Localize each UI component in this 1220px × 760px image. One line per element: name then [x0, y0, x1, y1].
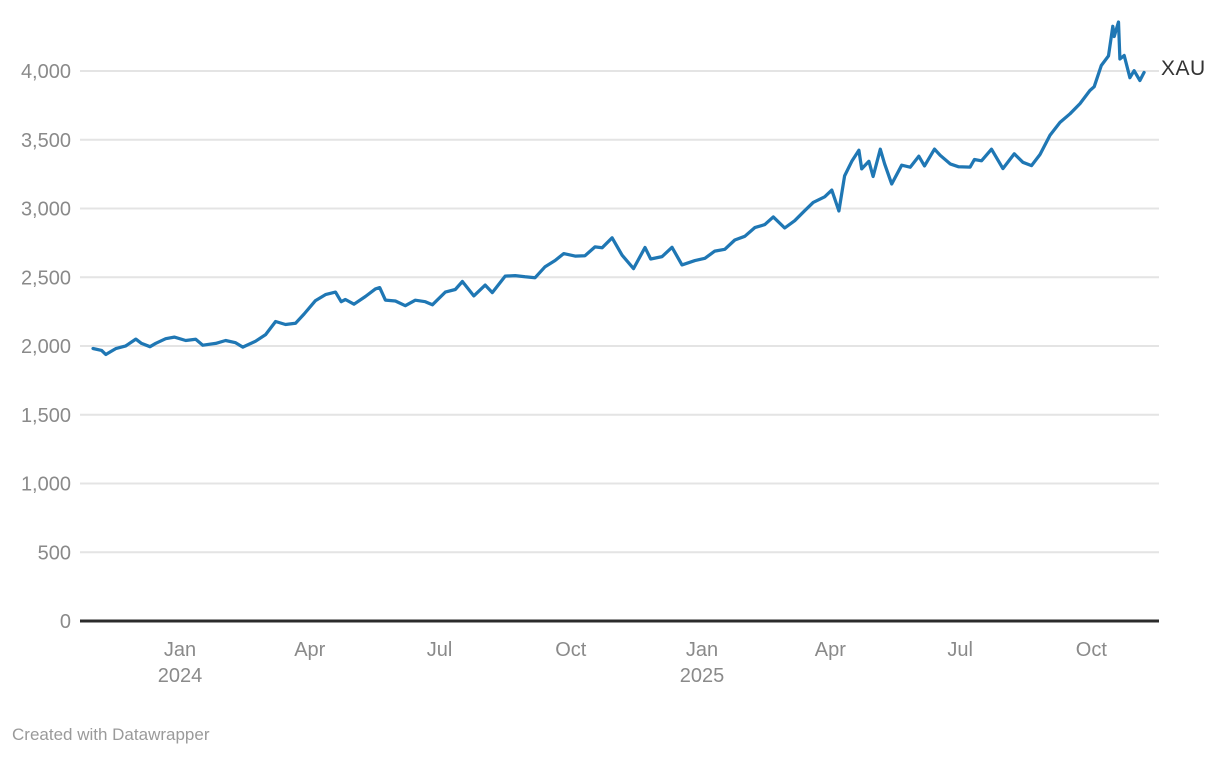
y-axis-tick-label: 3,500: [21, 130, 71, 152]
y-axis-tick-label: 2,500: [21, 267, 71, 289]
x-axis-tick-label: Oct: [1076, 639, 1108, 661]
y-axis-tick-label: 4,000: [21, 61, 71, 83]
x-axis-tick-label: Oct: [555, 639, 587, 661]
y-axis-tick-label: 3,000: [21, 199, 71, 221]
y-axis-tick-label: 1,000: [21, 474, 71, 496]
x-axis-tick-label: Jan: [686, 639, 718, 661]
y-axis-tick-label: 1,500: [21, 405, 71, 427]
series-line-xau[interactable]: [91, 20, 1146, 357]
x-axis-year-label: 2025: [680, 665, 725, 687]
y-axis-tick-label: 2,000: [21, 336, 71, 358]
line-chart-plot: 0 500 1,000 1,500 2,000 2,500 3,000 3,500 4,000 J…: [21, 20, 1159, 687]
x-axis-tick-label: Jul: [947, 639, 973, 661]
x-axis-year-label: 2024: [158, 665, 203, 687]
datawrapper-attribution-link[interactable]: Created with Datawrapper: [12, 725, 210, 744]
x-axis-tick-label: Apr: [294, 639, 325, 661]
y-axis-tick-label: 500: [38, 542, 71, 564]
y-axis-tick-label: 0: [60, 611, 71, 633]
x-axis-tick-label: Jan: [164, 639, 196, 661]
x-axis-tick-label: Jul: [427, 639, 453, 661]
x-axis-tick-label: Apr: [815, 639, 846, 661]
series-label-xau: XAU: [1161, 57, 1206, 80]
